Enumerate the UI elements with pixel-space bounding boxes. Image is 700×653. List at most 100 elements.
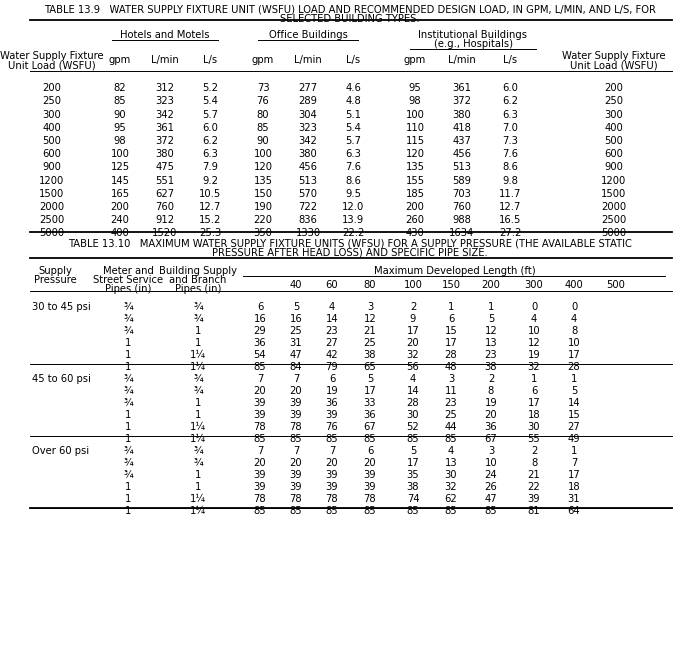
Text: 125: 125 — [111, 163, 130, 172]
Text: 513: 513 — [452, 163, 472, 172]
Text: 5: 5 — [410, 446, 416, 456]
Text: 98: 98 — [409, 97, 421, 106]
Text: ¾: ¾ — [123, 302, 133, 312]
Text: 9.5: 9.5 — [345, 189, 361, 199]
Text: ¾: ¾ — [193, 458, 203, 468]
Text: 5.1: 5.1 — [345, 110, 361, 119]
Text: 85: 85 — [257, 123, 270, 133]
Text: 10: 10 — [528, 326, 540, 336]
Text: 20: 20 — [253, 458, 266, 468]
Text: 25.3: 25.3 — [199, 229, 221, 238]
Text: 20: 20 — [364, 458, 377, 468]
Text: and Branch: and Branch — [169, 275, 227, 285]
Text: 120: 120 — [253, 163, 272, 172]
Text: 145: 145 — [111, 176, 130, 185]
Text: 2000: 2000 — [39, 202, 64, 212]
Text: 1¼: 1¼ — [190, 362, 206, 372]
Text: 74: 74 — [407, 494, 419, 504]
Text: Water Supply Fixture: Water Supply Fixture — [562, 51, 666, 61]
Text: 5.7: 5.7 — [345, 136, 361, 146]
Text: 85: 85 — [444, 434, 457, 444]
Text: 52: 52 — [407, 422, 419, 432]
Text: 12.7: 12.7 — [499, 202, 522, 212]
Text: ¾: ¾ — [123, 326, 133, 336]
Text: 31: 31 — [568, 494, 580, 504]
Text: 437: 437 — [453, 136, 471, 146]
Text: 6: 6 — [257, 302, 263, 312]
Text: 80: 80 — [257, 110, 270, 119]
Text: 85: 85 — [253, 434, 266, 444]
Text: 85: 85 — [407, 506, 419, 516]
Text: TABLE 13.9   WATER SUPPLY FIXTURE UNIT (WSFU) LOAD AND RECOMMENDED DESIGN LOAD, : TABLE 13.9 WATER SUPPLY FIXTURE UNIT (WS… — [44, 5, 656, 15]
Text: 27: 27 — [326, 338, 338, 348]
Text: ¾: ¾ — [123, 386, 133, 396]
Text: 78: 78 — [253, 494, 266, 504]
Text: 10: 10 — [484, 458, 497, 468]
Text: 4: 4 — [448, 446, 454, 456]
Text: 2500: 2500 — [39, 215, 64, 225]
Text: 8: 8 — [488, 386, 494, 396]
Text: 24: 24 — [484, 470, 497, 480]
Text: 39: 39 — [290, 470, 302, 480]
Text: 988: 988 — [453, 215, 471, 225]
Text: ¾: ¾ — [123, 314, 133, 324]
Text: 17: 17 — [568, 350, 580, 360]
Text: Office Buildings: Office Buildings — [269, 30, 347, 40]
Text: ¾: ¾ — [123, 470, 133, 480]
Text: 13.9: 13.9 — [342, 215, 364, 225]
Text: ¾: ¾ — [193, 302, 203, 312]
Text: 95: 95 — [113, 123, 127, 133]
Text: 1634: 1634 — [449, 229, 475, 238]
Text: Pressure: Pressure — [34, 275, 76, 285]
Text: 372: 372 — [452, 97, 472, 106]
Text: 5.4: 5.4 — [202, 97, 218, 106]
Text: Building Supply: Building Supply — [159, 266, 237, 276]
Text: 5.2: 5.2 — [202, 83, 218, 93]
Text: 1200: 1200 — [601, 176, 626, 185]
Text: TABLE 13.10   MAXIMUM WATER SUPPLY FIXTURE UNITS (WFSU) FOR A SUPPLY PRESSURE (T: TABLE 13.10 MAXIMUM WATER SUPPLY FIXTURE… — [68, 239, 632, 249]
Text: 500: 500 — [607, 279, 625, 290]
Text: 18: 18 — [528, 410, 540, 420]
Text: 39: 39 — [326, 410, 338, 420]
Text: 39: 39 — [290, 482, 302, 492]
Text: 21: 21 — [528, 470, 540, 480]
Text: 17: 17 — [407, 326, 419, 336]
Text: 78: 78 — [290, 494, 302, 504]
Text: 85: 85 — [326, 506, 338, 516]
Text: 185: 185 — [405, 189, 424, 199]
Text: 1¼: 1¼ — [190, 506, 206, 516]
Text: 722: 722 — [298, 202, 318, 212]
Text: 100: 100 — [405, 110, 424, 119]
Text: 19: 19 — [484, 398, 498, 408]
Text: 39: 39 — [364, 470, 377, 480]
Text: 32: 32 — [407, 350, 419, 360]
Text: ¾: ¾ — [123, 374, 133, 384]
Text: ¾: ¾ — [123, 398, 133, 408]
Text: 76: 76 — [326, 422, 338, 432]
Text: 78: 78 — [253, 422, 266, 432]
Text: 12.7: 12.7 — [199, 202, 221, 212]
Text: gpm: gpm — [109, 55, 131, 65]
Text: 25: 25 — [363, 338, 377, 348]
Text: 220: 220 — [253, 215, 272, 225]
Text: 30: 30 — [528, 422, 540, 432]
Text: 260: 260 — [405, 215, 424, 225]
Text: 20: 20 — [253, 386, 266, 396]
Text: 200: 200 — [43, 83, 62, 93]
Text: 82: 82 — [113, 83, 126, 93]
Text: 12: 12 — [528, 338, 540, 348]
Text: 62: 62 — [444, 494, 457, 504]
Text: SELECTED BUILDING TYPES.: SELECTED BUILDING TYPES. — [280, 14, 420, 24]
Text: 85: 85 — [253, 362, 266, 372]
Text: 85: 85 — [484, 506, 497, 516]
Text: 30 to 45 psi: 30 to 45 psi — [32, 302, 91, 312]
Text: 165: 165 — [111, 189, 130, 199]
Text: 26: 26 — [484, 482, 498, 492]
Text: 4: 4 — [531, 314, 537, 324]
Text: 6.0: 6.0 — [502, 83, 518, 93]
Text: gpm: gpm — [252, 55, 274, 65]
Text: 10: 10 — [568, 338, 580, 348]
Text: 200: 200 — [405, 202, 424, 212]
Text: 8: 8 — [571, 326, 577, 336]
Text: 1: 1 — [195, 482, 201, 492]
